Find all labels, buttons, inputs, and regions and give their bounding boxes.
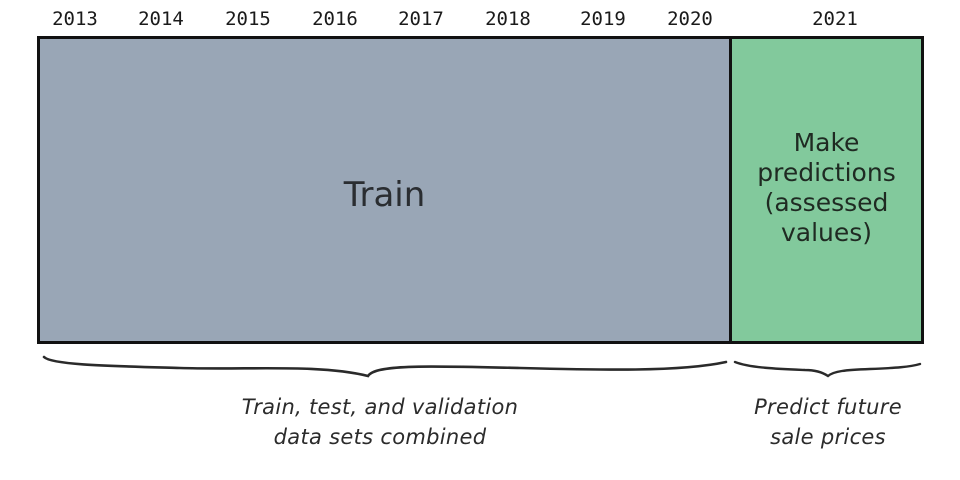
year-label: 2019 (580, 8, 626, 30)
prediction-period-box: Make predictions (assessed values) (729, 36, 924, 344)
year-label: 2020 (667, 8, 713, 30)
year-label: 2018 (485, 8, 531, 30)
year-label: 2021 (812, 8, 858, 30)
train-period-box: Train (37, 36, 733, 344)
left-curly-brace (42, 355, 728, 378)
right-curly-brace (733, 360, 922, 378)
train-label: Train (343, 175, 426, 215)
future-prediction-caption: Predict future sale prices (754, 395, 902, 449)
year-label: 2014 (138, 8, 184, 30)
year-label: 2016 (312, 8, 358, 30)
combined-data-caption: Train, test, and validation data sets co… (241, 395, 519, 449)
year-label: 2013 (52, 8, 98, 30)
year-label: 2015 (225, 8, 271, 30)
year-label: 2017 (398, 8, 444, 30)
prediction-label: Make predictions (assessed values) (757, 128, 896, 247)
